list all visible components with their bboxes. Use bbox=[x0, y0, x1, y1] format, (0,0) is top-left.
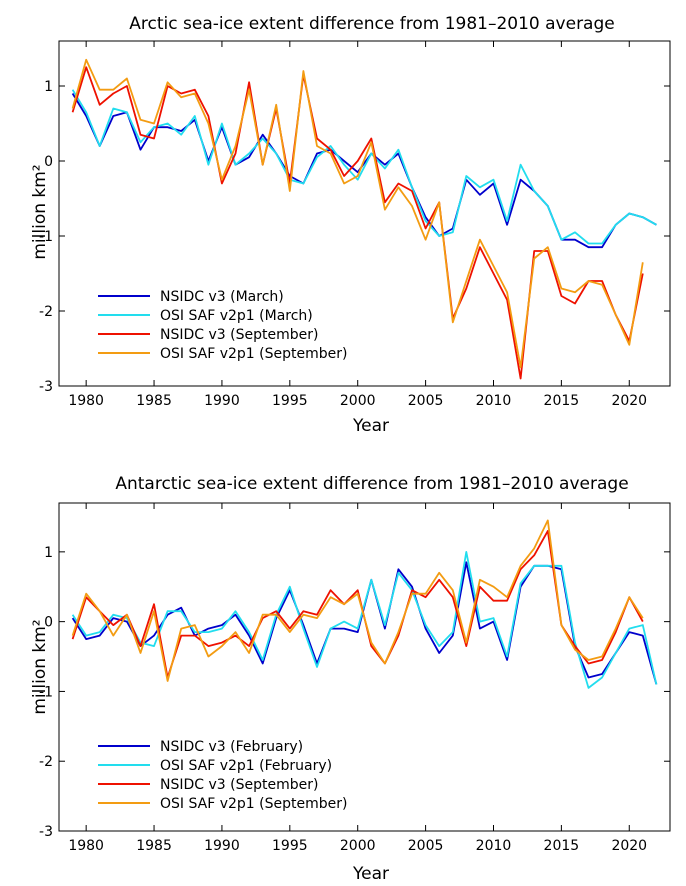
arctic-y-axis-label: million km² bbox=[30, 164, 50, 259]
arctic-y-tick-label: -1 bbox=[39, 229, 53, 245]
arctic-series-line-2 bbox=[71, 66, 644, 380]
arctic-x-tick-label: 1995 bbox=[272, 393, 308, 409]
antarctic-plot-frame bbox=[58, 502, 671, 832]
antarctic-y-tick-label: 0 bbox=[44, 615, 53, 631]
antarctic-series-line-2 bbox=[71, 530, 644, 679]
antarctic-legend-entry: NSIDC v3 (September) bbox=[160, 777, 318, 793]
antarctic-series-line-0 bbox=[71, 561, 658, 685]
antarctic-x-tick-label: 1980 bbox=[68, 838, 104, 854]
arctic-legend-entry: NSIDC v3 (March) bbox=[160, 289, 284, 305]
antarctic-x-tick-label: 1995 bbox=[272, 838, 308, 854]
antarctic-x-tick-label: 2010 bbox=[476, 838, 512, 854]
antarctic-x-tick-label: 2005 bbox=[408, 838, 444, 854]
arctic-legend-entry: OSI SAF v2p1 (September) bbox=[160, 346, 347, 362]
arctic-y-tick-label: -2 bbox=[39, 304, 53, 320]
antarctic-x-tick-label: 1990 bbox=[204, 838, 240, 854]
antarctic-series-line-3 bbox=[71, 519, 644, 682]
antarctic-y-tick-label: -1 bbox=[39, 684, 53, 700]
antarctic-legend-entry: OSI SAF v2p1 (February) bbox=[160, 758, 332, 774]
antarctic-y-axis-label: million km² bbox=[30, 619, 50, 714]
arctic-y-tick-label: -3 bbox=[39, 379, 53, 395]
antarctic-x-tick-label: 2000 bbox=[340, 838, 376, 854]
arctic-legend-entry: OSI SAF v2p1 (March) bbox=[160, 308, 313, 324]
antarctic-series-line-1 bbox=[71, 551, 658, 689]
antarctic-chart: Antarctic sea-ice extent difference from… bbox=[30, 474, 671, 884]
arctic-x-axis-label: Year bbox=[352, 416, 389, 436]
antarctic-x-tick-label: 2015 bbox=[544, 838, 580, 854]
antarctic-y-tick-label: 1 bbox=[44, 545, 53, 561]
arctic-x-tick-label: 2020 bbox=[611, 393, 647, 409]
arctic-plot-frame bbox=[58, 40, 671, 387]
arctic-x-tick-label: 2010 bbox=[476, 393, 512, 409]
antarctic-x-axis-label: Year bbox=[352, 864, 389, 884]
arctic-chart-title: Arctic sea-ice extent difference from 19… bbox=[129, 14, 614, 34]
arctic-y-tick-label: 1 bbox=[44, 79, 53, 95]
antarctic-legend-entry: NSIDC v3 (February) bbox=[160, 739, 303, 755]
arctic-x-tick-label: 2000 bbox=[340, 393, 376, 409]
arctic-series-line-1 bbox=[71, 89, 657, 245]
antarctic-y-tick-label: -2 bbox=[39, 754, 53, 770]
arctic-chart: Arctic sea-ice extent difference from 19… bbox=[30, 14, 671, 436]
arctic-x-tick-label: 1985 bbox=[136, 393, 172, 409]
arctic-x-tick-label: 2005 bbox=[408, 393, 444, 409]
arctic-series-line-3 bbox=[71, 58, 644, 369]
antarctic-chart-title: Antarctic sea-ice extent difference from… bbox=[115, 474, 628, 494]
antarctic-x-tick-label: 2020 bbox=[611, 838, 647, 854]
arctic-x-tick-label: 1980 bbox=[68, 393, 104, 409]
antarctic-y-tick-label: -3 bbox=[39, 824, 53, 840]
arctic-legend-entry: NSIDC v3 (September) bbox=[160, 327, 318, 343]
arctic-y-tick-label: 0 bbox=[44, 154, 53, 170]
antarctic-x-tick-label: 1985 bbox=[136, 838, 172, 854]
arctic-x-tick-label: 2015 bbox=[544, 393, 580, 409]
antarctic-legend-entry: OSI SAF v2p1 (September) bbox=[160, 796, 347, 812]
arctic-x-tick-label: 1990 bbox=[204, 393, 240, 409]
